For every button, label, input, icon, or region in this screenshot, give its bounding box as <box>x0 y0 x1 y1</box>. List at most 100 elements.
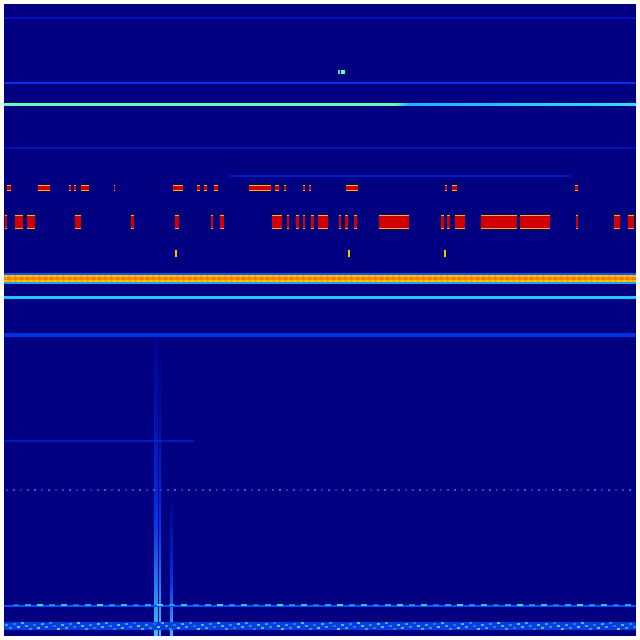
noise <box>541 604 547 606</box>
burst-core <box>628 216 634 228</box>
burst-core <box>75 216 81 228</box>
band-ripple <box>618 275 619 282</box>
noise <box>301 622 304 624</box>
dot-line <box>447 489 449 491</box>
noise <box>173 624 176 626</box>
band-ripple <box>378 275 379 282</box>
noise <box>25 604 31 606</box>
burst-core <box>614 216 620 228</box>
noise <box>121 604 127 606</box>
noise <box>373 627 376 629</box>
noise <box>73 626 76 628</box>
noise <box>349 623 352 625</box>
burst-core <box>249 186 271 190</box>
band-ripple <box>297 275 298 282</box>
noise <box>237 623 240 625</box>
band-ripple <box>291 275 292 282</box>
burst-core <box>303 216 305 228</box>
noise <box>485 627 488 629</box>
band-ripple <box>153 275 154 282</box>
noise <box>601 623 604 625</box>
band-ripple <box>423 275 424 282</box>
noise <box>613 604 619 606</box>
band-ripple <box>408 275 409 282</box>
band-ripple <box>12 275 13 282</box>
noise <box>441 622 444 624</box>
noise <box>573 623 576 625</box>
band-ripple <box>216 275 217 282</box>
burst-core <box>576 216 578 228</box>
band-ripple <box>42 275 43 282</box>
noise <box>361 625 364 627</box>
dot-line <box>496 489 498 491</box>
band-ripple <box>114 275 115 282</box>
band-ripple <box>255 275 256 282</box>
noise <box>469 622 472 624</box>
noise <box>505 628 508 630</box>
burst-core <box>38 186 50 190</box>
band-line <box>230 175 570 177</box>
noise <box>229 624 232 626</box>
band-ripple <box>9 275 10 282</box>
dot-line <box>545 489 547 491</box>
dot-line <box>132 489 134 491</box>
noise <box>581 622 584 624</box>
noise <box>337 604 343 606</box>
noise <box>85 604 91 606</box>
dot-line <box>104 489 106 491</box>
band-ripple <box>438 275 439 282</box>
noise <box>313 624 316 626</box>
band-ripple <box>375 275 376 282</box>
band-ripple <box>441 275 442 282</box>
dot-line <box>55 489 57 491</box>
band-ripple <box>210 275 211 282</box>
band-ripple <box>228 275 229 282</box>
dot-line <box>314 489 316 491</box>
band-ripple <box>480 275 481 282</box>
dot-line <box>419 489 421 491</box>
band-ripple <box>516 275 517 282</box>
band-ripple <box>225 275 226 282</box>
band-ripple <box>603 275 604 282</box>
noise <box>89 624 92 626</box>
burst-core <box>287 216 289 228</box>
dot-line <box>489 489 491 491</box>
band-ripple <box>399 275 400 282</box>
burst-core <box>15 216 23 228</box>
band-ripple <box>156 275 157 282</box>
dot-line <box>426 489 428 491</box>
band-ripple <box>552 275 553 282</box>
band-ripple <box>372 275 373 282</box>
noise <box>317 627 320 629</box>
noise <box>265 623 268 625</box>
band-ripple <box>348 275 349 282</box>
band-ripple <box>396 275 397 282</box>
band-ripple <box>384 275 385 282</box>
band-ripple <box>447 275 448 282</box>
noise <box>553 604 559 606</box>
noise <box>205 627 208 629</box>
burst-core <box>74 186 76 190</box>
noise <box>97 623 100 625</box>
burst-core <box>27 216 35 228</box>
noise <box>541 627 544 629</box>
band-ripple <box>261 275 262 282</box>
band-ripple <box>195 275 196 282</box>
dot-line <box>293 489 295 491</box>
background <box>4 4 636 636</box>
band-ripple <box>60 275 61 282</box>
burst-core <box>481 216 517 228</box>
band-ripple <box>159 275 160 282</box>
band-ripple <box>234 275 235 282</box>
band-ripple <box>39 275 40 282</box>
band-ripple <box>141 275 142 282</box>
dot-line <box>552 489 554 491</box>
band-ripple <box>324 275 325 282</box>
burst-core <box>284 186 286 190</box>
band-ripple <box>597 275 598 282</box>
dot-line <box>48 489 50 491</box>
dot-line <box>223 489 225 491</box>
band-edge <box>4 282 636 284</box>
dot-line <box>538 489 540 491</box>
noise <box>145 604 151 606</box>
